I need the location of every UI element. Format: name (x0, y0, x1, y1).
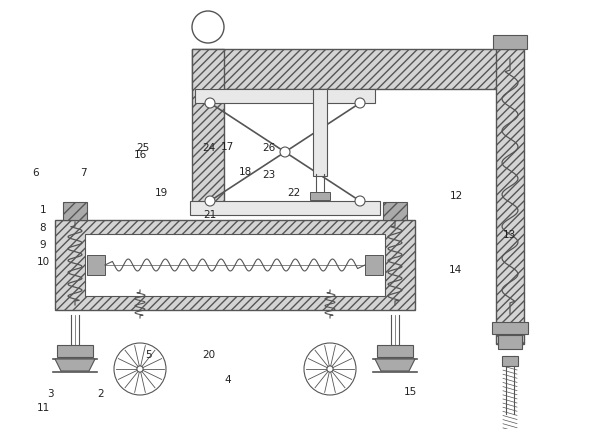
Text: 11: 11 (37, 403, 50, 413)
Circle shape (327, 366, 333, 372)
Text: 4: 4 (224, 375, 232, 385)
Bar (493, 35, 527, 49)
Text: 24: 24 (202, 143, 215, 153)
Text: 9: 9 (40, 240, 46, 250)
Bar (57, 345, 93, 357)
Bar (377, 345, 413, 357)
Bar (192, 49, 224, 209)
Text: 22: 22 (287, 188, 301, 198)
Bar (87, 255, 105, 275)
Text: 8: 8 (40, 223, 46, 233)
Text: 5: 5 (145, 350, 151, 360)
Bar (313, 89, 327, 176)
Bar (55, 220, 415, 310)
Polygon shape (55, 359, 95, 371)
Text: 13: 13 (502, 230, 515, 240)
Circle shape (355, 196, 365, 206)
Bar (496, 49, 524, 344)
Circle shape (355, 98, 365, 108)
Circle shape (205, 196, 215, 206)
Bar (502, 356, 518, 366)
Circle shape (205, 98, 215, 108)
Polygon shape (375, 359, 415, 371)
Circle shape (114, 343, 166, 395)
Bar (63, 202, 87, 220)
Text: 26: 26 (262, 143, 275, 153)
Text: 15: 15 (403, 387, 416, 397)
Text: 2: 2 (98, 389, 104, 399)
Text: 17: 17 (220, 142, 233, 152)
Text: 16: 16 (133, 150, 146, 160)
Text: 10: 10 (37, 257, 50, 267)
Bar (195, 89, 375, 103)
Text: 25: 25 (136, 143, 149, 153)
Text: 20: 20 (202, 350, 215, 360)
Bar (192, 49, 510, 89)
Bar (498, 335, 522, 349)
Text: 19: 19 (154, 188, 167, 198)
Bar (492, 322, 528, 334)
Bar (365, 255, 383, 275)
Text: 3: 3 (47, 389, 53, 399)
Bar (383, 202, 407, 220)
Text: 23: 23 (262, 170, 275, 180)
Bar (310, 192, 330, 200)
Text: 21: 21 (203, 210, 217, 220)
Text: 12: 12 (449, 191, 463, 201)
Text: 1: 1 (40, 205, 46, 215)
Circle shape (304, 343, 356, 395)
Bar (190, 201, 380, 215)
Bar (85, 234, 385, 296)
Text: 6: 6 (32, 168, 40, 178)
Text: 14: 14 (448, 265, 461, 275)
Text: 18: 18 (238, 167, 251, 177)
Circle shape (192, 11, 224, 43)
Circle shape (137, 366, 143, 372)
Text: 7: 7 (80, 168, 86, 178)
Circle shape (280, 147, 290, 157)
